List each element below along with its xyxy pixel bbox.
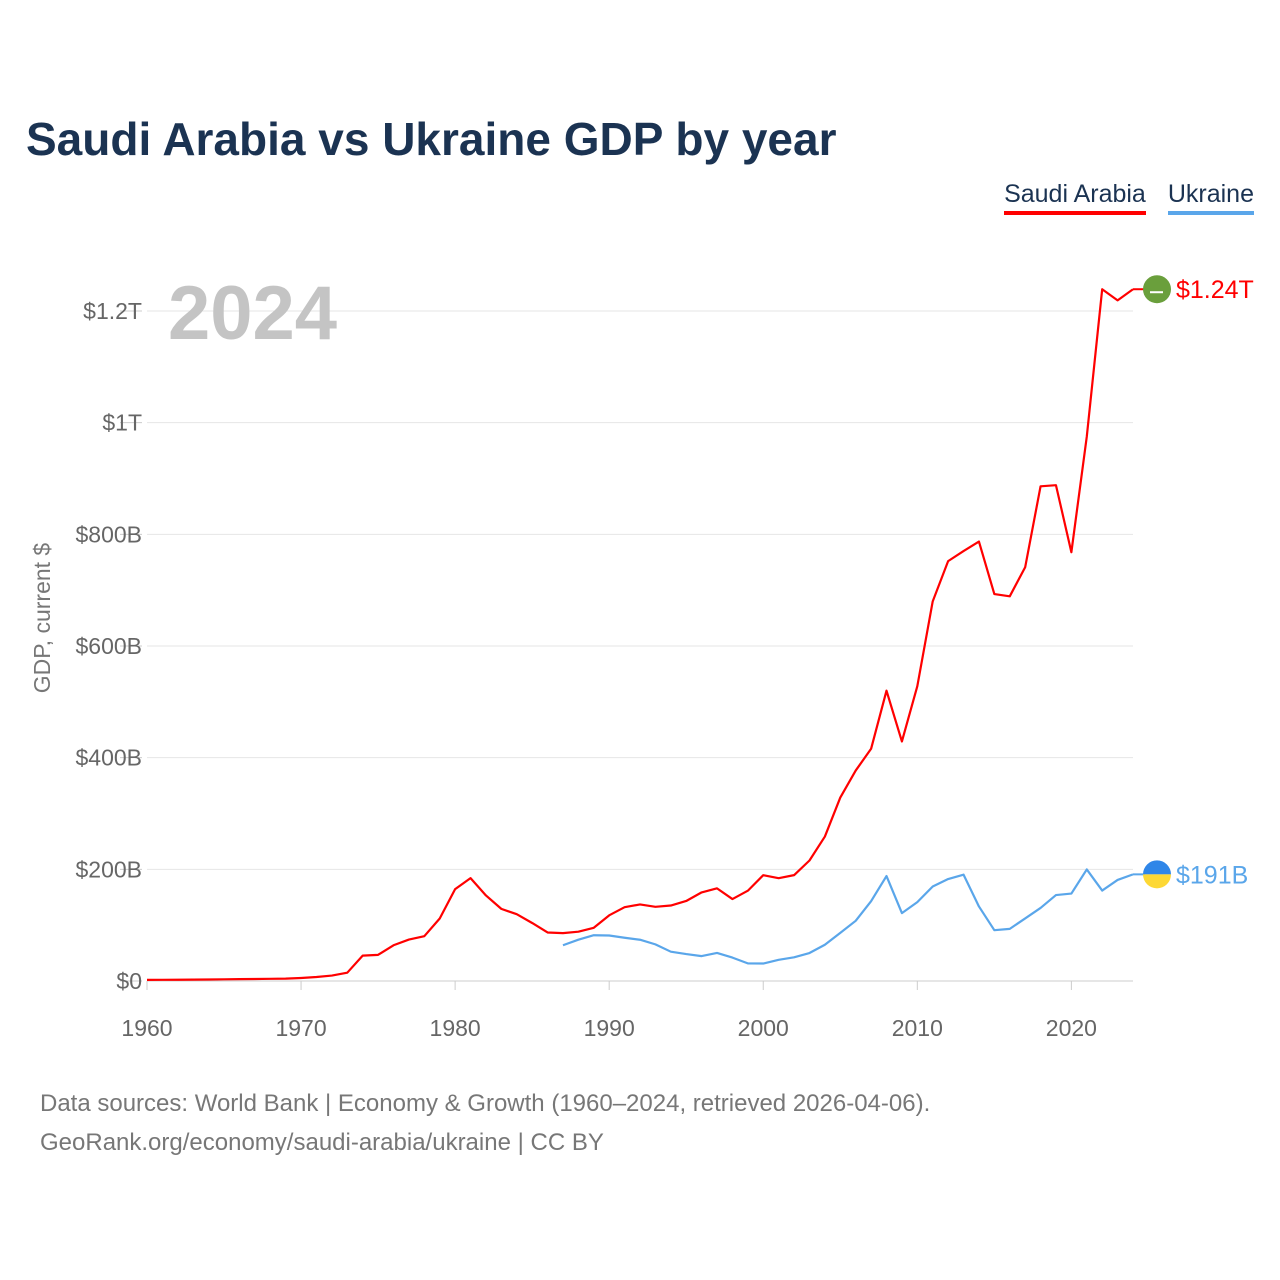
x-tick-label: 1990 <box>584 1015 635 1041</box>
y-tick-label: $1.2T <box>83 298 142 324</box>
x-tick-label: 2010 <box>892 1015 943 1041</box>
x-tick-label: 1960 <box>121 1015 172 1041</box>
legend: Saudi Arabia Ukraine <box>1004 180 1254 215</box>
y-tick-label: $600B <box>75 633 142 659</box>
x-tick-label: 1970 <box>275 1015 326 1041</box>
year-watermark: 2024 <box>168 271 337 356</box>
end-value-label: $191B <box>1176 861 1248 889</box>
ukraine-flag-top-icon <box>1143 860 1171 875</box>
x-tick-label: 2000 <box>738 1015 789 1041</box>
x-tick-label: 2020 <box>1046 1015 1097 1041</box>
y-tick-label: $800B <box>75 521 142 547</box>
series-line-saudi-arabia <box>146 288 1134 981</box>
series-line-ukraine <box>562 868 1134 965</box>
footer: Data sources: World Bank | Economy & Gro… <box>40 1084 930 1162</box>
legend-ukraine[interactable]: Ukraine <box>1167 180 1254 215</box>
flag-sword-icon <box>1150 291 1163 294</box>
y-tick-label: $400B <box>75 745 142 771</box>
y-tick-label: $1T <box>102 410 142 436</box>
attribution-link[interactable]: GeoRank.org/economy/saudi-arabia/ukraine… <box>40 1129 604 1156</box>
y-tick-label: $0 <box>116 968 142 994</box>
end-value-label: $1.24T <box>1176 276 1254 304</box>
x-tick-label: 1980 <box>430 1015 481 1041</box>
y-tick-label: $200B <box>75 856 142 882</box>
y-axis-label: GDP, current $ <box>29 543 55 694</box>
chart-title: Saudi Arabia vs Ukraine GDP by year <box>26 113 837 165</box>
legend-saudi-arabia[interactable]: Saudi Arabia <box>1004 180 1146 215</box>
saudi-flag-icon <box>1143 275 1171 304</box>
ukraine-flag-bottom-icon <box>1143 874 1171 889</box>
source-text: Data sources: World Bank | Economy & Gro… <box>40 1090 931 1117</box>
